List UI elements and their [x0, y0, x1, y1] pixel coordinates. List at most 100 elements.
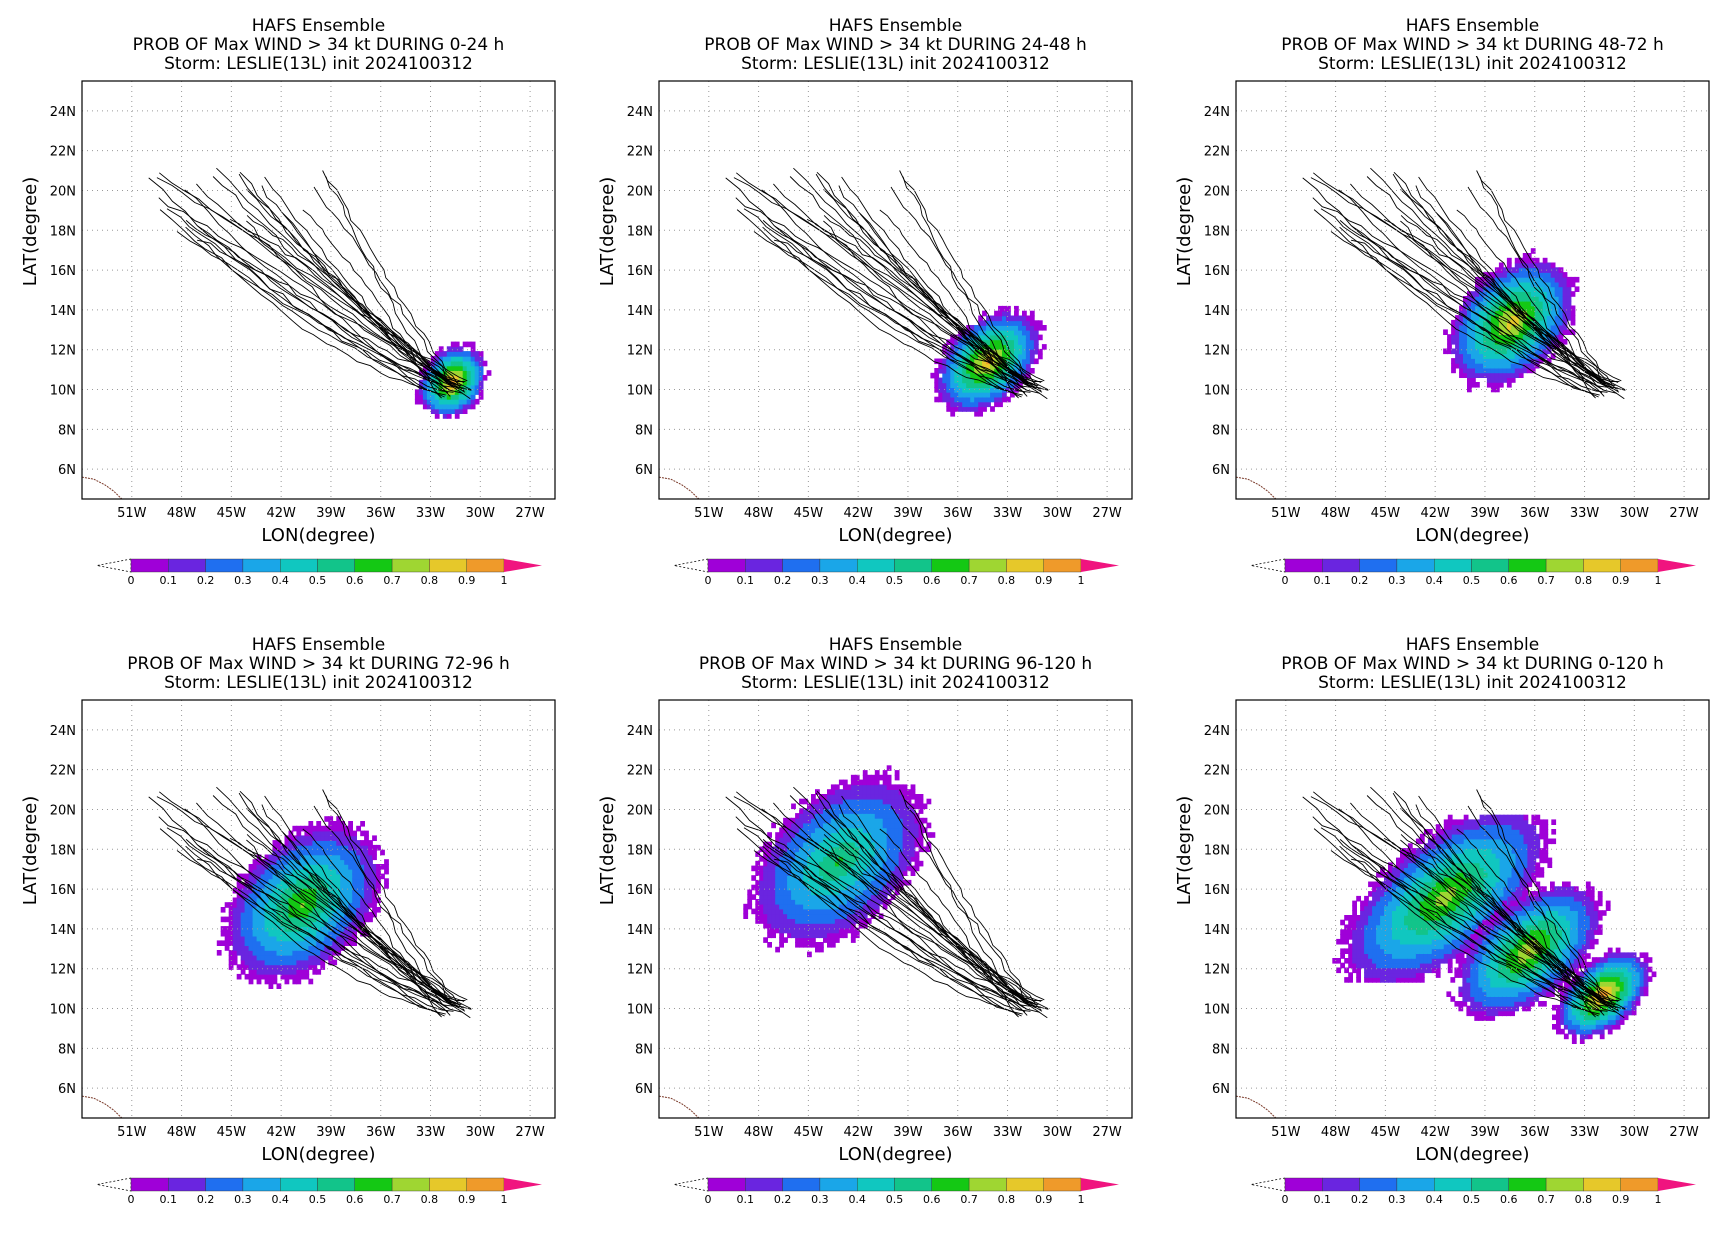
x-tick-label: 27W [1092, 506, 1122, 521]
colorbar-label: 0.7 [383, 1193, 401, 1206]
track-line [743, 208, 1022, 398]
colorbar-high-arrow [1081, 1178, 1119, 1191]
track-line [1400, 220, 1596, 399]
track-line [212, 176, 462, 386]
x-tick-label: 36W [943, 1125, 973, 1140]
y-tick-label: 8N [58, 1042, 76, 1057]
colorbar-segment [1471, 1177, 1509, 1192]
track-line [185, 845, 446, 1015]
colorbar-label: 0 [128, 1193, 135, 1206]
track-line [761, 808, 1031, 1007]
track-line [1302, 177, 1596, 385]
track-line [1302, 796, 1596, 1004]
track-line [159, 791, 472, 1010]
colorbar-segment [782, 558, 821, 573]
plot-frame [81, 80, 556, 500]
track-line [1393, 171, 1620, 393]
colorbar-label: 0.4 [1425, 574, 1443, 587]
x-tick-label: 39W [316, 506, 346, 521]
track-line [1476, 170, 1619, 392]
plot-frame [658, 699, 1133, 1119]
track-line [1312, 816, 1605, 1006]
x-tick-label: 42W [1420, 1125, 1450, 1140]
coastline [659, 1095, 700, 1118]
plot-area [82, 167, 492, 499]
colorbar-label: 0.1 [160, 574, 178, 587]
plot-area [82, 786, 472, 1118]
track-line [725, 796, 1019, 1004]
colorbar-label: 0.9 [458, 574, 476, 587]
colorbar-label: 1 [1655, 1193, 1662, 1206]
colorbar-segment [1359, 1177, 1398, 1192]
colorbar-label: 0.6 [1500, 1193, 1518, 1206]
plot-area [1236, 167, 1626, 499]
colorbar-label: 0 [705, 574, 712, 587]
y-tick-label: 8N [635, 1042, 653, 1057]
grid-lines [1236, 81, 1709, 499]
x-tick-label: 51W [117, 506, 147, 521]
track-line [148, 796, 442, 1004]
colorbar-label: 0.7 [1537, 1193, 1555, 1206]
colorbar-label: 0.2 [1351, 1193, 1369, 1206]
x-tick-label: 42W [843, 506, 873, 521]
coastline [1236, 1095, 1277, 1118]
x-tick-label: 48W [167, 506, 197, 521]
colorbar-label: 0.4 [271, 574, 289, 587]
colorbar-segment [819, 558, 858, 573]
colorbar-segment [1620, 558, 1659, 573]
colorbar-label: 0.2 [774, 1193, 792, 1206]
y-tick-label: 24N [50, 724, 76, 739]
track-line [823, 808, 1028, 1016]
y-tick-label: 16N [50, 883, 76, 898]
colorbar-label: 0.3 [811, 574, 829, 587]
colorbar-label: 0.4 [271, 1193, 289, 1206]
colorbar-label: 0.4 [848, 574, 866, 587]
colorbar-label: 0.6 [923, 1193, 941, 1206]
x-tick-label: 30W [466, 1125, 496, 1140]
y-tick-label: 16N [1204, 883, 1230, 898]
colorbar-low-arrow [96, 558, 132, 573]
y-tick-label: 12N [50, 344, 76, 359]
y-tick-label: 24N [627, 105, 653, 120]
colorbar-segment [707, 1177, 746, 1192]
x-tick-label: 30W [1043, 506, 1073, 521]
colorbar-label: 0 [128, 574, 135, 587]
colorbar-label: 0.1 [160, 1193, 178, 1206]
colorbar-high-arrow [1658, 1178, 1696, 1191]
colorbar-label: 0.9 [1035, 1193, 1053, 1206]
chart-title-line-3: Storm: LESLIE(13L) init 2024100312 [1318, 673, 1627, 693]
x-tick-label: 39W [1470, 506, 1500, 521]
colorbar-segment [1620, 1177, 1659, 1192]
chart-title-line-2: PROB OF Max WIND > 34 kt DURING 24-48 h [704, 35, 1086, 55]
track-line [1338, 808, 1608, 1007]
y-tick-label: 10N [50, 384, 76, 399]
track-line [1338, 189, 1608, 388]
y-tick-label: 10N [627, 1003, 653, 1018]
colorbar-high-arrow [1081, 559, 1119, 572]
ensemble-tracks [1302, 167, 1626, 400]
chart-title-line-1: HAFS Ensemble [1406, 635, 1539, 655]
y-tick-label: 22N [627, 145, 653, 160]
y-tick-label: 24N [1204, 724, 1230, 739]
colorbar-label: 0.3 [1388, 1193, 1406, 1206]
track-line [1330, 231, 1617, 394]
y-tick-label: 22N [1204, 145, 1230, 160]
x-tick-label: 48W [744, 1125, 774, 1140]
coastline [82, 1095, 123, 1118]
colorbar-segment [1396, 1177, 1435, 1192]
track-line [899, 789, 1042, 1011]
x-tick-label: 48W [744, 506, 774, 521]
chart-title-line-2: PROB OF Max WIND > 34 kt DURING 48-72 h [1281, 35, 1663, 55]
coastline [659, 476, 700, 499]
track-line [902, 176, 1027, 391]
track-line [823, 839, 1019, 1018]
colorbar-low-arrow [96, 1177, 132, 1192]
track-line [1467, 805, 1614, 1009]
x-tick-label: 45W [794, 1125, 824, 1140]
colorbar-low-arrow [673, 1177, 709, 1192]
y-tick-label: 6N [1212, 463, 1230, 478]
colorbar-segment [168, 1177, 206, 1192]
y-tick-label: 6N [58, 1082, 76, 1097]
colorbar-segment [894, 1177, 932, 1192]
colorbar-segment [819, 1177, 858, 1192]
